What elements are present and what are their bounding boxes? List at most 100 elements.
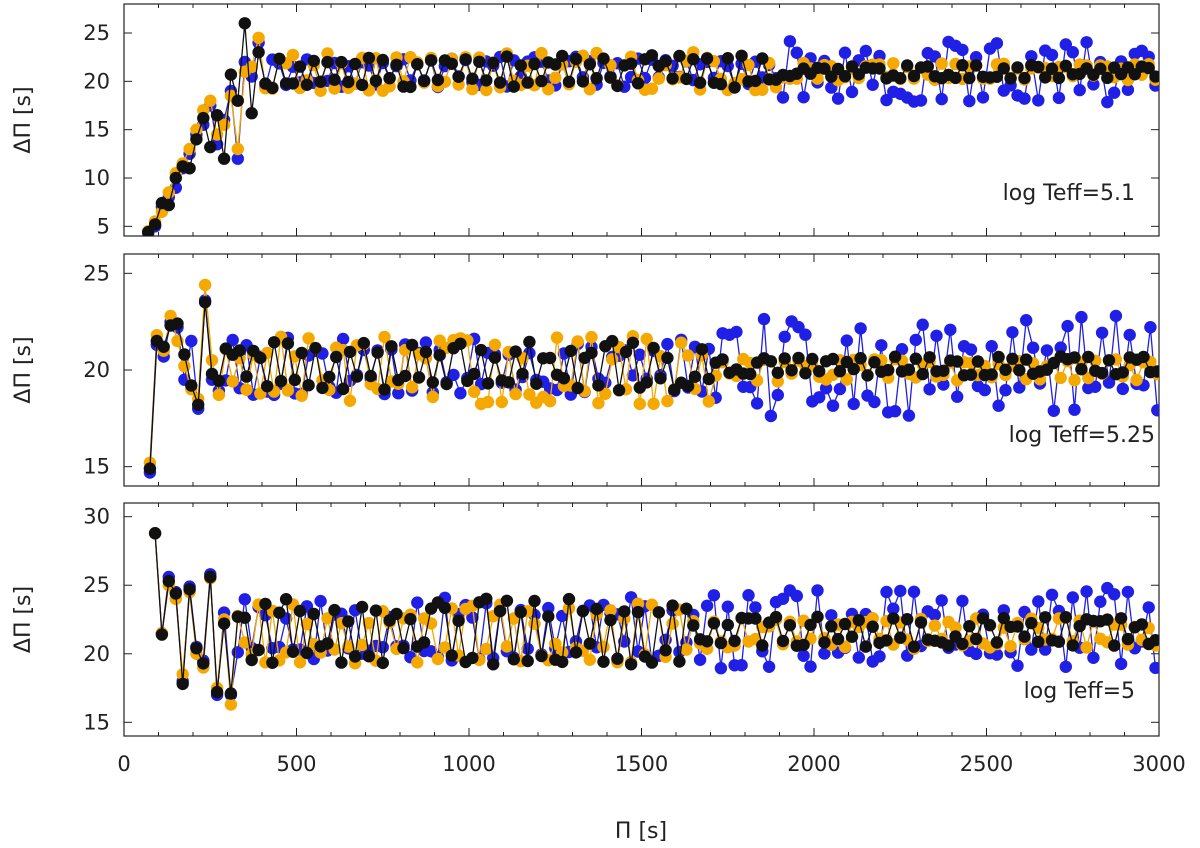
point-blue	[833, 382, 847, 396]
point-black	[254, 351, 267, 365]
point-black	[466, 651, 479, 665]
point-black	[949, 71, 962, 85]
point-black	[1032, 635, 1045, 648]
point-blue	[1080, 585, 1093, 598]
point-orange	[212, 388, 226, 402]
point-black	[240, 370, 253, 383]
point-black	[178, 348, 191, 361]
point-black	[190, 642, 203, 655]
point-black	[942, 639, 955, 652]
point-black	[335, 55, 348, 69]
y-axis-title: ΔΠ [s]	[11, 336, 36, 403]
point-blue	[818, 647, 831, 660]
point-blue	[866, 78, 879, 92]
point-black	[749, 74, 762, 88]
point-black	[914, 616, 928, 629]
point-black	[583, 58, 596, 71]
point-black	[921, 60, 934, 73]
point-blue	[1087, 651, 1100, 664]
point-orange	[240, 383, 253, 396]
point-black	[190, 133, 203, 146]
point-black	[1032, 60, 1045, 74]
point-blue	[797, 91, 810, 104]
point-black	[997, 611, 1010, 625]
point-blue	[923, 383, 936, 396]
point-black	[666, 599, 679, 612]
point-black	[487, 658, 500, 671]
point-orange	[231, 142, 244, 156]
point-blue	[693, 653, 707, 666]
point-black	[659, 644, 672, 657]
point-black	[659, 55, 672, 68]
point-black	[500, 594, 514, 607]
point-black	[198, 296, 212, 309]
point-blue	[845, 85, 859, 99]
point-black	[1149, 634, 1159, 647]
point-black	[749, 612, 762, 625]
point-black	[493, 604, 507, 618]
point-black	[204, 140, 217, 154]
point-blue	[847, 397, 860, 411]
point-black	[543, 351, 557, 365]
point-blue	[783, 35, 797, 48]
point-black	[902, 363, 916, 376]
point-blue	[1047, 404, 1061, 417]
point-blue	[935, 594, 948, 607]
point-blue	[1068, 403, 1081, 416]
point-blue	[1142, 601, 1155, 614]
point-blue	[1025, 50, 1038, 63]
plot-area	[142, 17, 1159, 236]
point-blue	[935, 92, 948, 106]
point-blue	[1011, 659, 1024, 672]
point-black	[330, 350, 343, 364]
point-orange	[438, 641, 452, 654]
point-black	[355, 600, 369, 614]
point-blue	[1108, 588, 1121, 601]
point-orange	[949, 621, 962, 634]
point-black	[735, 49, 748, 62]
point-orange	[550, 331, 564, 344]
point-black	[286, 645, 300, 658]
point-orange	[355, 638, 369, 652]
point-black	[590, 602, 603, 616]
point-orange	[1054, 371, 1067, 385]
point-blue	[916, 318, 929, 331]
point-orange	[198, 278, 212, 292]
point-black	[1019, 353, 1033, 366]
y-tick-label: 15	[83, 118, 110, 142]
point-blue	[813, 391, 826, 404]
point-black	[273, 606, 286, 619]
point-orange	[640, 332, 653, 346]
point-blue	[1116, 382, 1130, 396]
point-black	[797, 638, 810, 652]
point-black	[907, 69, 921, 83]
point-black	[873, 62, 886, 75]
point-black	[445, 57, 458, 70]
panel-bottom: 0 500 1000 1500 2000 2500 3000 15 20 25 30 ΔΠ [s] lo…	[11, 502, 1186, 776]
point-orange	[652, 72, 665, 85]
point-blue	[831, 92, 845, 105]
point-black	[702, 372, 715, 386]
point-blue	[1095, 326, 1109, 339]
point-black	[992, 350, 1005, 364]
point-black	[440, 377, 453, 391]
point-orange	[204, 94, 217, 107]
y-tick-label: 10	[83, 166, 110, 190]
point-black	[224, 68, 238, 81]
point-black	[514, 59, 527, 72]
point-black	[509, 345, 522, 358]
point-black	[328, 73, 341, 86]
point-black	[990, 636, 1004, 649]
point-blue	[969, 647, 983, 661]
point-black	[852, 614, 865, 627]
point-black	[783, 619, 797, 632]
point-blue	[840, 334, 853, 347]
point-black	[680, 602, 693, 615]
point-orange	[405, 381, 419, 394]
point-blue	[1151, 404, 1159, 417]
point-blue	[1080, 36, 1093, 49]
point-blue	[928, 608, 941, 622]
point-orange	[528, 617, 541, 630]
point-black	[507, 653, 520, 666]
point-black	[487, 56, 500, 69]
